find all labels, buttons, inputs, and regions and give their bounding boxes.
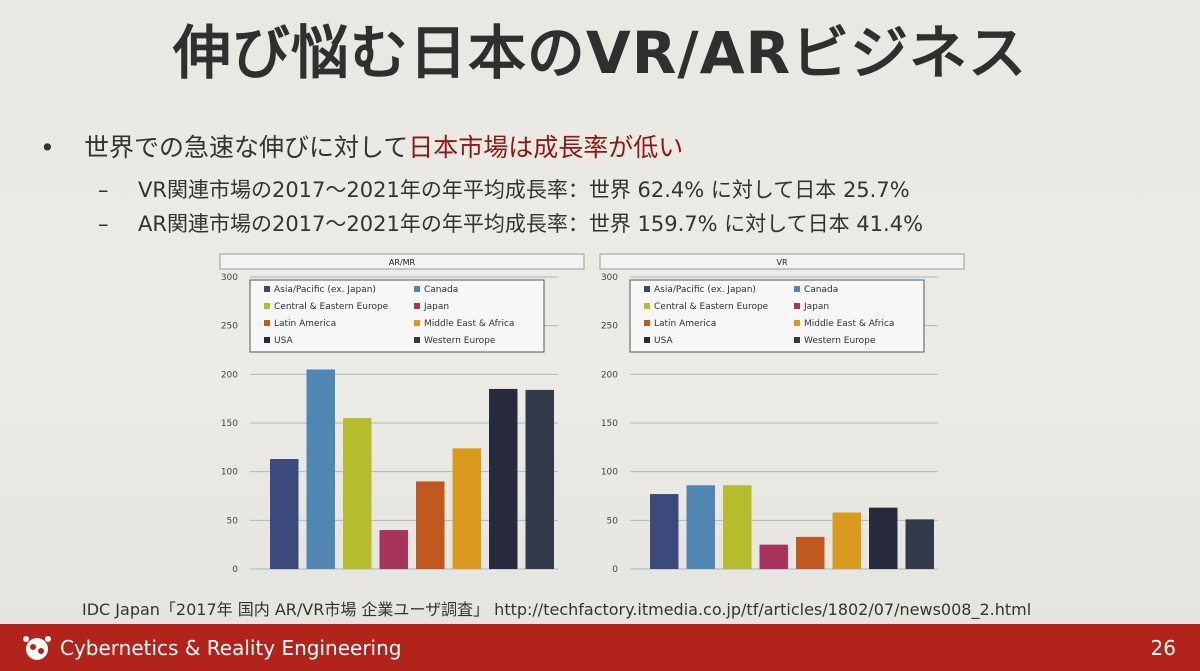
bullet-main: • 世界での急速な伸びに対して日本市場は成長率が低い bbox=[40, 128, 683, 164]
bullet-prefix: 世界での急速な伸びに対して bbox=[84, 133, 409, 162]
bar-6 bbox=[832, 512, 861, 569]
y-tick-label: 200 bbox=[221, 370, 238, 380]
bar-4 bbox=[759, 544, 788, 569]
source-citation: IDC Japan「2017年 国内 AR/VR市場 企業ユーザ調査」 http… bbox=[82, 600, 1032, 619]
page-number: 26 bbox=[1150, 636, 1176, 660]
y-tick-label: 150 bbox=[221, 419, 238, 429]
chart-vr-svg: VR 0 50 100 150 200 250 300 Asia/Pacific (ex. Ja… bbox=[599, 253, 965, 575]
y-tick-label: 250 bbox=[221, 322, 238, 332]
bullet-highlight: 日本市場は成長率が低い bbox=[408, 133, 684, 162]
bar-3 bbox=[723, 485, 752, 569]
legend-label: Middle East & Africa bbox=[804, 319, 894, 329]
y-tick-label: 50 bbox=[227, 516, 239, 526]
y-tick-label: 250 bbox=[601, 322, 618, 332]
chart-ar-mr: AR/MR 0 50 100 150 200 250 300 Asia/Pacific (ex.… bbox=[218, 252, 586, 586]
legend-swatch bbox=[414, 320, 420, 326]
chart-title-box bbox=[219, 253, 585, 270]
bullet-dot-icon: • bbox=[40, 133, 55, 162]
legend-label: Japan bbox=[803, 302, 829, 312]
footer-organization: Cybernetics & Reality Engineering bbox=[60, 636, 402, 660]
y-tick-label: 150 bbox=[601, 419, 618, 429]
sub-item-vr: – VR関連市場の2017～2021年の年平均成長率：世界 62.4% に対して日… bbox=[98, 174, 910, 204]
legend-swatch bbox=[794, 303, 800, 309]
legend-swatch bbox=[414, 286, 420, 292]
legend-label: Japan bbox=[423, 302, 449, 312]
y-tick-label: 200 bbox=[601, 370, 618, 380]
chart-title: VR bbox=[776, 258, 787, 267]
bar-4 bbox=[379, 530, 408, 569]
legend-swatch bbox=[264, 286, 270, 292]
bar-8 bbox=[905, 519, 934, 569]
legend-label: USA bbox=[274, 336, 293, 346]
legend-box bbox=[249, 279, 545, 353]
legend-swatch bbox=[794, 286, 800, 292]
y-tick-label: 300 bbox=[221, 273, 238, 283]
legend-label: Western Europe bbox=[804, 336, 876, 346]
bar-8 bbox=[525, 389, 554, 569]
sub-item-text: VR関連市場の2017～2021年の年平均成長率：世界 62.4% に対して日本… bbox=[138, 178, 910, 202]
legend-swatch bbox=[644, 303, 650, 309]
bar-5 bbox=[416, 481, 445, 569]
chart-ar-mr-svg: AR/MR 0 50 100 150 200 250 300 Asia/Pacific (ex.… bbox=[219, 253, 585, 575]
y-tick-label: 50 bbox=[607, 516, 619, 526]
bar-2 bbox=[306, 369, 335, 569]
legend-label: Western Europe bbox=[424, 336, 496, 346]
lab-logo-icon bbox=[23, 636, 51, 660]
chart-title: AR/MR bbox=[389, 258, 416, 267]
bar-7 bbox=[489, 388, 518, 569]
bar-1 bbox=[650, 494, 679, 569]
sub-item-ar: – AR関連市場の2017～2021年の年平均成長率：世界 159.7% に対して… bbox=[98, 208, 923, 238]
legend-swatch bbox=[644, 337, 650, 343]
chart-title-box bbox=[599, 253, 965, 270]
legend-label: Middle East & Africa bbox=[424, 319, 514, 329]
legend-label: Asia/Pacific (ex. Japan) bbox=[654, 285, 756, 295]
legend-swatch bbox=[794, 320, 800, 326]
legend-swatch bbox=[644, 320, 650, 326]
legend-swatch bbox=[264, 337, 270, 343]
legend-label: Canada bbox=[424, 285, 458, 295]
bar-1 bbox=[270, 459, 299, 569]
y-tick-label: 0 bbox=[612, 565, 618, 575]
y-tick-label: 300 bbox=[601, 273, 618, 283]
legend-swatch bbox=[414, 337, 420, 343]
bar-5 bbox=[796, 536, 825, 569]
footer-bar: Cybernetics & Reality Engineering 26 bbox=[0, 624, 1200, 671]
legend-label: Latin America bbox=[274, 319, 336, 329]
y-tick-label: 100 bbox=[221, 468, 238, 478]
bar-2 bbox=[686, 485, 715, 569]
bar-3 bbox=[343, 418, 372, 569]
legend-swatch bbox=[794, 337, 800, 343]
bar-7 bbox=[869, 507, 898, 569]
legend-label: Central & Eastern Europe bbox=[654, 302, 769, 312]
bar-6 bbox=[452, 448, 481, 569]
dash-icon: – bbox=[98, 212, 109, 236]
legend-label: Latin America bbox=[654, 319, 716, 329]
legend-swatch bbox=[414, 303, 420, 309]
legend-label: Canada bbox=[804, 285, 838, 295]
legend-swatch bbox=[264, 320, 270, 326]
y-tick-label: 0 bbox=[232, 565, 238, 575]
y-tick-label: 100 bbox=[601, 468, 618, 478]
chart-vr: VR 0 50 100 150 200 250 300 Asia/Pacific (ex. Ja… bbox=[598, 252, 966, 586]
legend-label: USA bbox=[654, 336, 673, 346]
dash-icon: – bbox=[98, 178, 109, 202]
legend-label: Asia/Pacific (ex. Japan) bbox=[274, 285, 376, 295]
slide-title: 伸び悩む日本のVR/ARビジネス bbox=[172, 19, 1028, 87]
legend-label: Central & Eastern Europe bbox=[274, 302, 389, 312]
sub-item-text: AR関連市場の2017～2021年の年平均成長率：世界 159.7% に対して日… bbox=[138, 212, 924, 236]
legend-swatch bbox=[644, 286, 650, 292]
legend-box bbox=[629, 279, 925, 353]
legend-swatch bbox=[264, 303, 270, 309]
